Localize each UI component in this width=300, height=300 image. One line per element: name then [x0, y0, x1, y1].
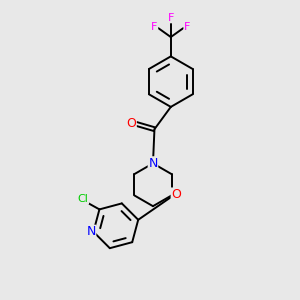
- Text: N: N: [86, 225, 96, 238]
- Text: O: O: [171, 188, 181, 201]
- Text: F: F: [184, 22, 190, 32]
- Text: Cl: Cl: [78, 194, 88, 204]
- Text: F: F: [168, 13, 174, 23]
- Text: F: F: [151, 22, 158, 32]
- Text: N: N: [148, 157, 158, 170]
- Text: O: O: [126, 117, 136, 130]
